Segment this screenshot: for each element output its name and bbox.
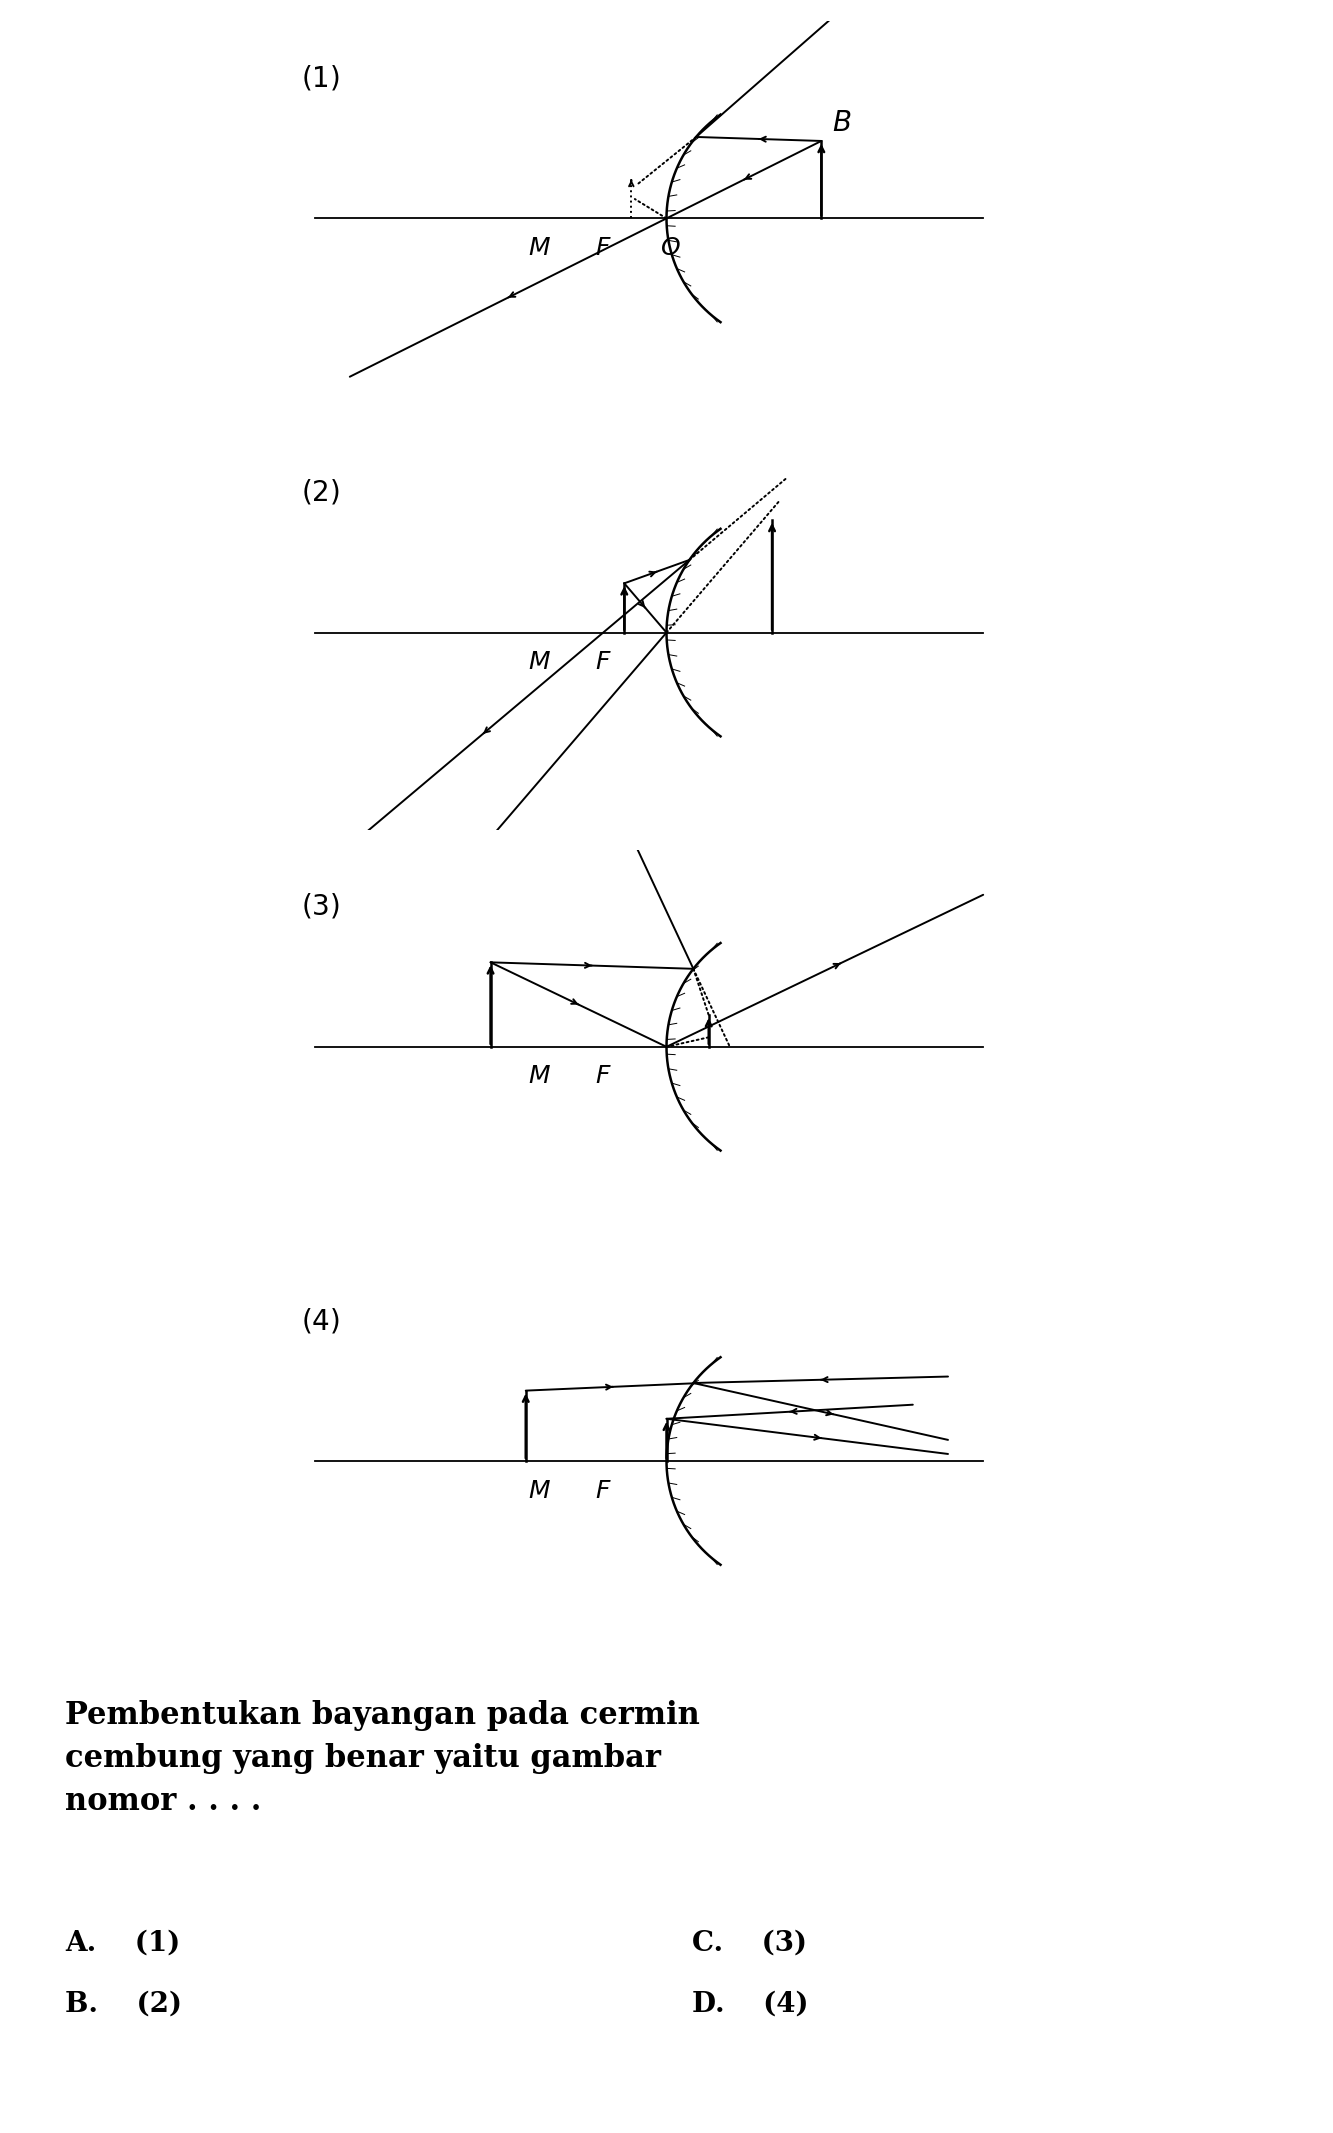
Text: $F$: $F$ bbox=[595, 237, 612, 260]
Text: $F$: $F$ bbox=[595, 1478, 612, 1502]
Text: $M$: $M$ bbox=[528, 1064, 552, 1088]
Text: Pembentukan bayangan pada cermin
cembung yang benar yaitu gambar
nomor . . . .: Pembentukan bayangan pada cermin cembung… bbox=[65, 1700, 700, 1817]
Text: A.    (1): A. (1) bbox=[65, 1930, 180, 1956]
Text: $(2)$: $(2)$ bbox=[300, 478, 340, 508]
Text: C.    (3): C. (3) bbox=[692, 1930, 806, 1956]
Text: $B$: $B$ bbox=[832, 111, 852, 137]
Text: $F$: $F$ bbox=[595, 651, 612, 674]
Text: $(1)$: $(1)$ bbox=[300, 64, 340, 92]
Text: $(3)$: $(3)$ bbox=[300, 892, 340, 921]
Text: $M$: $M$ bbox=[528, 1478, 552, 1502]
Text: $O$: $O$ bbox=[660, 237, 680, 260]
Text: B.    (2): B. (2) bbox=[65, 1990, 183, 2018]
Text: $M$: $M$ bbox=[528, 237, 552, 260]
Text: $(4)$: $(4)$ bbox=[300, 1305, 340, 1335]
Text: $F$: $F$ bbox=[595, 1064, 612, 1088]
Text: $M$: $M$ bbox=[528, 651, 552, 674]
Text: D.    (4): D. (4) bbox=[692, 1990, 809, 2018]
